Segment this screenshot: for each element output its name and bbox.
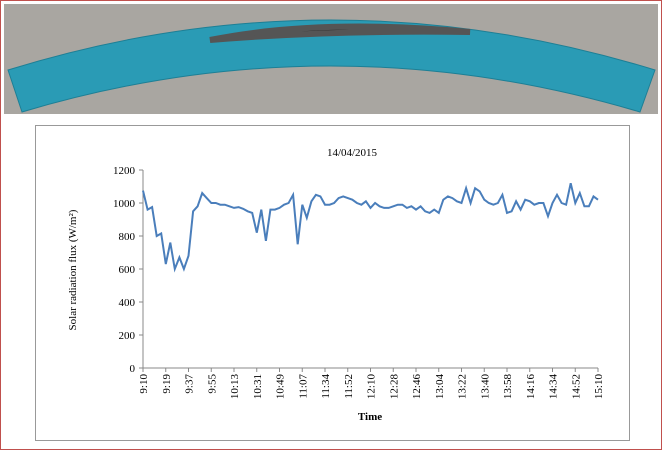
x-tick-label: 13:58: [502, 374, 514, 400]
x-tick-label: 9:37: [184, 374, 196, 394]
series-line: [142, 182, 599, 273]
y-tick-label: 0: [130, 363, 136, 375]
x-tick-label: 11:34: [320, 374, 332, 399]
chart-title: 14/04/2015: [327, 147, 378, 159]
x-axis-label: Time: [358, 411, 382, 423]
x-tick-label: 10:31: [252, 374, 264, 399]
sunshine-card: [7, 19, 656, 113]
y-axis-label: Solar radiation flux (W/m²): [67, 209, 79, 330]
x-tick-label: 14:52: [570, 374, 582, 399]
x-tick-label: 13:40: [479, 374, 491, 400]
x-tick-label: 11:07: [297, 374, 309, 399]
burn-trace: [209, 23, 471, 43]
x-tick-label: 14:16: [525, 374, 537, 400]
y-tick-label: 1000: [113, 198, 136, 210]
x-tick-label: 13:04: [434, 374, 446, 400]
y-tick-label: 800: [119, 231, 136, 243]
x-tick-label: 10:49: [275, 374, 287, 400]
x-tick-label: 9:19: [161, 374, 173, 394]
y-tick-label: 200: [119, 330, 136, 342]
x-tick-label: 14:34: [548, 374, 560, 400]
y-tick-label: 1200: [113, 165, 136, 177]
chart-box: [35, 125, 630, 441]
x-tick-label: 12:28: [388, 374, 400, 400]
x-tick-label: 11:52: [343, 374, 355, 399]
x-tick-label: 9:10: [138, 374, 150, 394]
x-tick-label: 13:22: [457, 374, 469, 399]
x-tick-label: 9:55: [206, 374, 218, 394]
y-tick-label: 400: [119, 297, 136, 309]
x-tick-label: 12:10: [366, 374, 378, 400]
y-tick-label: 600: [119, 264, 136, 276]
x-tick-label: 15:10: [593, 374, 605, 400]
x-tick-label: 12:46: [411, 374, 423, 400]
x-tick-label: 10:13: [229, 374, 241, 400]
